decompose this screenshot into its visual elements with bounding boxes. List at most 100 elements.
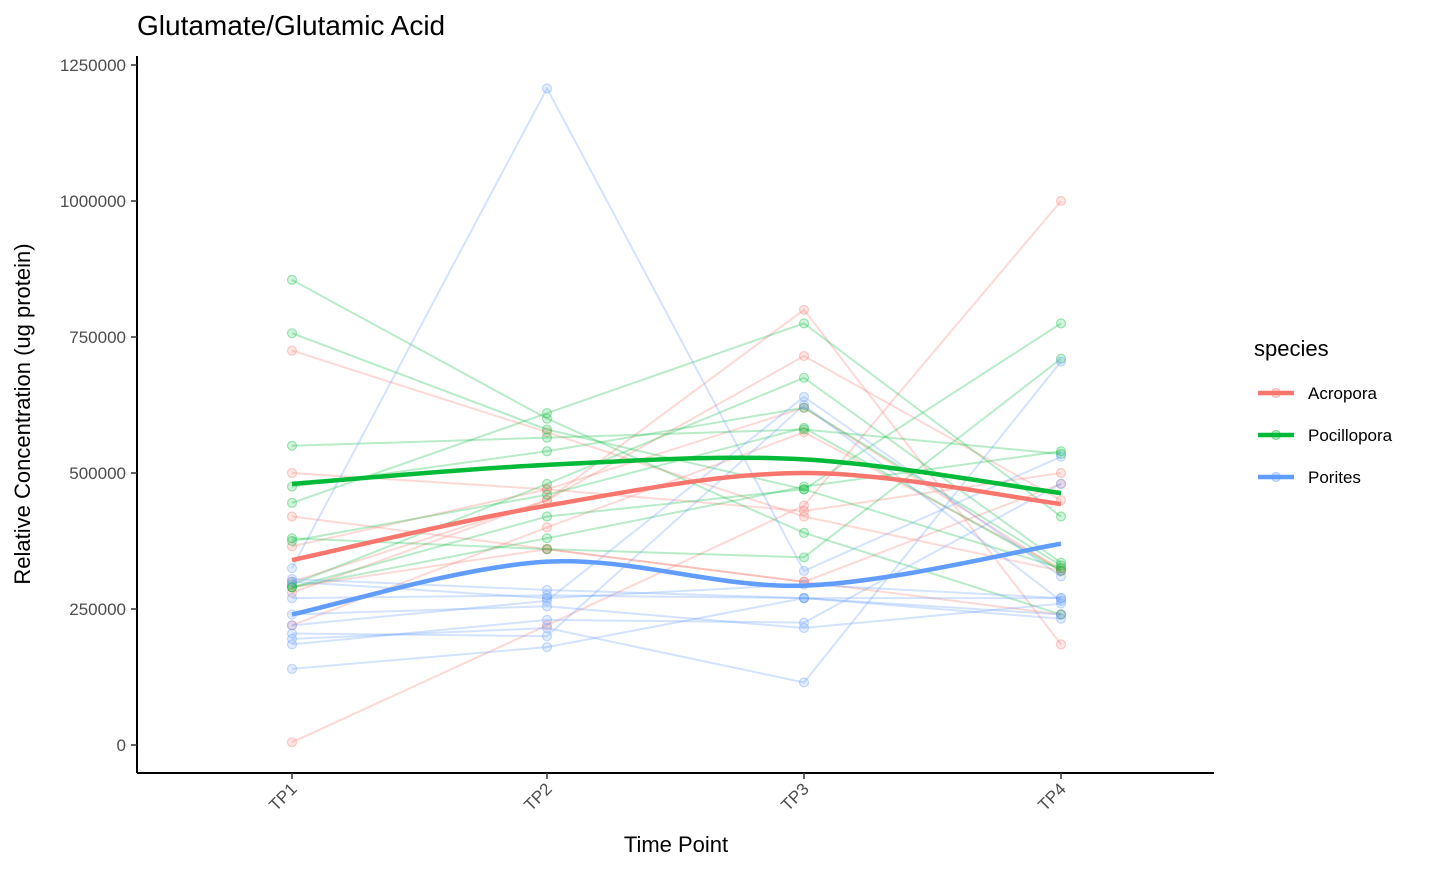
data-point [798, 505, 810, 517]
data-point [798, 565, 810, 577]
individual-line [291, 482, 1062, 589]
data-point [541, 408, 553, 419]
data-point [798, 304, 810, 315]
individual-line [291, 349, 1062, 572]
data-point [286, 620, 298, 631]
data-point [286, 274, 298, 285]
legend-label: Porites [1308, 468, 1361, 487]
individual-line [291, 357, 1062, 559]
legend-title: species [1254, 336, 1329, 361]
series-pocillopora-individuals [286, 274, 1067, 620]
x-tick-label: TP3 [777, 779, 812, 814]
individual-line [291, 483, 1062, 646]
legend-key-pocillopora [1258, 430, 1294, 440]
data-point [286, 440, 298, 451]
data-point [286, 737, 298, 748]
trend-line-acropora [291, 470, 1062, 563]
data-point [286, 563, 298, 574]
individual-line [291, 308, 1062, 645]
data-point [1055, 593, 1067, 604]
data-point [541, 584, 553, 596]
data-point [1055, 595, 1067, 606]
data-point [1055, 356, 1067, 367]
data-point [1055, 613, 1067, 624]
data-point [541, 593, 553, 604]
data-point [798, 318, 810, 329]
data-point [286, 620, 298, 631]
x-tick-label: TP2 [520, 779, 555, 814]
data-point [1055, 571, 1067, 582]
data-point [541, 601, 553, 612]
data-point [798, 422, 810, 433]
data-point [798, 372, 810, 383]
data-point [1055, 353, 1067, 364]
x-tick-label: TP1 [265, 779, 300, 814]
y-tick-label: 1000000 [60, 192, 126, 211]
data-point [286, 587, 298, 598]
data-point [541, 544, 553, 555]
data-point [1055, 609, 1067, 620]
individual-line [291, 428, 1062, 455]
individual-line [291, 403, 1062, 638]
data-point [1055, 478, 1067, 489]
data-point [541, 83, 553, 94]
data-point [286, 497, 298, 509]
data-point [1055, 195, 1067, 207]
data-point [798, 617, 810, 628]
legend-key-porites [1258, 472, 1294, 482]
data-point [1055, 511, 1067, 522]
series-porites-individuals [286, 83, 1067, 688]
data-point [541, 413, 553, 424]
data-point [541, 614, 553, 625]
data-point [1055, 446, 1067, 457]
data-point [541, 631, 553, 642]
data-point [798, 427, 810, 438]
data-point [286, 582, 298, 593]
data-point [1055, 563, 1067, 574]
data-point [798, 399, 810, 411]
individual-line [291, 360, 1062, 684]
data-point [798, 527, 810, 538]
data-point [798, 500, 810, 511]
individual-line [291, 322, 1062, 589]
data-point [798, 593, 810, 604]
data-point [286, 541, 298, 552]
data-point [1055, 467, 1067, 479]
data-point [541, 641, 553, 653]
data-point [286, 582, 298, 593]
data-point [541, 590, 553, 601]
legend-label: Pocillopora [1308, 426, 1393, 445]
data-point [541, 484, 553, 495]
data-point [541, 478, 553, 489]
data-point [798, 424, 810, 435]
data-point [541, 522, 553, 533]
data-point [798, 481, 810, 492]
data-point [1055, 598, 1067, 609]
x-axis-ticks: TP1 TP2 TP3 TP4 [265, 773, 1070, 815]
x-axis-label: Time Point [624, 832, 728, 857]
data-point [286, 573, 298, 585]
individual-line [291, 406, 1062, 567]
data-point [541, 484, 553, 495]
data-point [1055, 609, 1067, 620]
y-axis-label: Relative Concentration (ug protein) [10, 243, 35, 584]
plot-area [286, 83, 1067, 748]
data-point [286, 576, 298, 587]
y-tick-label: 250000 [69, 600, 126, 619]
data-point [541, 595, 553, 606]
data-point [798, 552, 810, 563]
trend-line-porites [291, 541, 1062, 617]
data-point [541, 544, 553, 555]
data-point [798, 511, 810, 522]
individual-line [291, 322, 1062, 518]
data-point [798, 622, 810, 634]
individual-line [291, 279, 1062, 616]
y-tick-label: 750000 [69, 328, 126, 347]
data-point [1055, 560, 1067, 571]
data-point [286, 579, 298, 590]
individual-line [291, 594, 1061, 600]
data-point [541, 489, 553, 500]
data-point [541, 620, 553, 631]
individual-line [291, 431, 1062, 627]
